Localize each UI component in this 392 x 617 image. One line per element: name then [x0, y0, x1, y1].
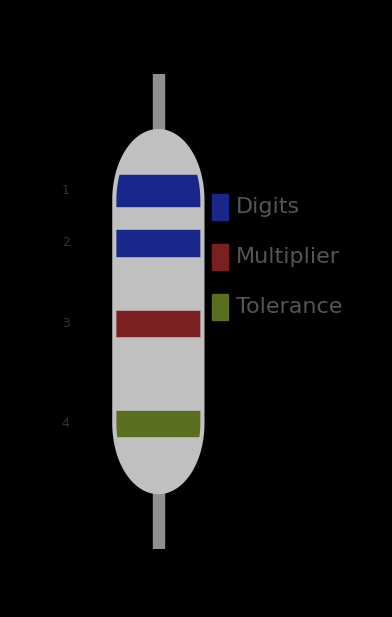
Text: 4: 4 [62, 416, 70, 429]
Text: 3: 3 [62, 317, 70, 330]
Bar [212, 294, 228, 320]
Bar [114, 311, 202, 336]
Text: 2: 2 [62, 236, 70, 249]
Text: Digits: Digits [236, 197, 300, 217]
Bar [114, 230, 202, 256]
Bar [114, 411, 202, 436]
Text: Multiplier: Multiplier [236, 247, 340, 267]
Bar [114, 175, 202, 206]
Bar [212, 244, 228, 270]
Bar [212, 194, 228, 220]
Polygon shape [114, 131, 202, 492]
Bar [152, 74, 164, 549]
Text: 1: 1 [62, 184, 70, 197]
Text: Tolerance: Tolerance [236, 297, 342, 317]
